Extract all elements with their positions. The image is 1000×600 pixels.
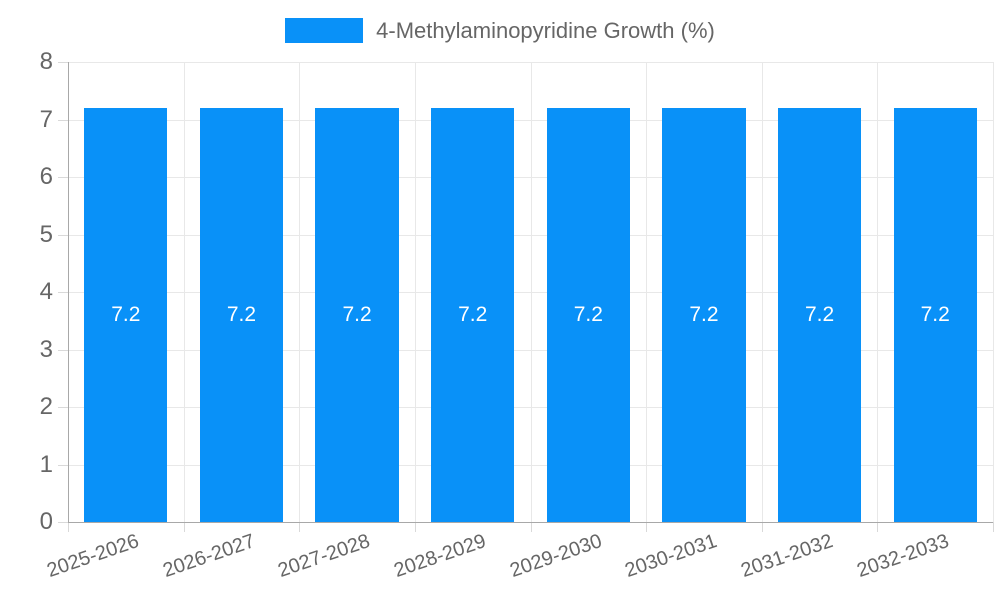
chart-legend[interactable]: 4-Methylaminopyridine Growth (%) [0, 15, 1000, 45]
y-axis-tick-label: 6 [39, 163, 53, 190]
bar-value-label: 7.2 [226, 303, 257, 326]
y-axis-tick [58, 119, 68, 121]
bar-value-label: 7.2 [111, 303, 141, 326]
x-gridline [530, 62, 532, 522]
x-axis-tick-label: 2027-2028 [275, 530, 374, 582]
x-axis-tick [993, 522, 994, 532]
legend-label[interactable]: 4-Methylaminopyridine Growth (%) [376, 17, 715, 43]
x-axis-tick-label: 2032-2033 [853, 530, 952, 582]
x-axis-tick [183, 522, 185, 532]
legend-swatch[interactable] [285, 17, 364, 43]
y-axis-tick-label: 1 [39, 450, 53, 478]
y-axis-tick-label: 8 [39, 48, 53, 75]
x-axis-tick-label: 2025-2026 [44, 530, 142, 582]
y-axis-tick [58, 349, 68, 351]
x-axis-tick-label: 2031-2032 [738, 530, 836, 582]
bar[interactable] [315, 108, 399, 522]
y-axis-tick-label: 3 [39, 335, 53, 363]
bar[interactable] [199, 108, 284, 522]
y-axis-tick [58, 177, 68, 178]
x-gridline [299, 62, 301, 522]
x-gridline [414, 62, 416, 522]
x-gridline [993, 62, 994, 522]
bar-value-label: 7.2 [689, 303, 719, 326]
y-axis-tick-label: 0 [39, 508, 53, 535]
x-axis-tick [877, 522, 879, 532]
y-axis-tick-label: 5 [39, 220, 53, 248]
y-axis-tick [58, 292, 68, 293]
x-axis-tick [646, 522, 648, 532]
y-axis-tick [58, 464, 68, 466]
x-axis-tick [414, 522, 416, 532]
bar[interactable] [546, 108, 630, 522]
y-axis-tick [58, 522, 68, 523]
x-axis-tick [299, 522, 301, 532]
x-axis-tick-label: 2030-2031 [622, 530, 721, 582]
x-axis-tick-label: 2026-2027 [159, 530, 258, 582]
bar[interactable] [893, 108, 977, 522]
bar[interactable] [777, 108, 862, 522]
y-axis-tick-label: 7 [39, 105, 53, 133]
bar[interactable] [662, 108, 746, 522]
bar-value-label: 7.2 [342, 303, 372, 326]
x-axis-tick [761, 522, 763, 532]
x-axis-line [68, 522, 993, 523]
x-gridline [761, 62, 763, 522]
y-axis-tick-label: 4 [39, 278, 53, 305]
y-axis-tick [58, 62, 68, 63]
bar-value-label: 7.2 [458, 303, 488, 326]
x-axis-tick-label: 2029-2030 [506, 530, 605, 582]
y-axis-tick-label: 2 [39, 393, 53, 420]
x-axis-tick-label: 2028-2029 [391, 530, 489, 582]
bar-value-label: 7.2 [573, 303, 603, 326]
x-axis-tick [530, 522, 532, 532]
bar-value-label: 7.2 [920, 303, 950, 326]
y-axis-tick [58, 234, 68, 236]
x-axis-tick [68, 522, 69, 532]
x-gridline [646, 62, 648, 522]
y-axis-tick [58, 407, 68, 408]
x-gridline [183, 62, 185, 522]
bar[interactable] [84, 108, 168, 522]
bar[interactable] [431, 108, 515, 522]
y-axis-line [68, 62, 69, 522]
bar-value-label: 7.2 [804, 303, 835, 326]
x-gridline [877, 62, 879, 522]
